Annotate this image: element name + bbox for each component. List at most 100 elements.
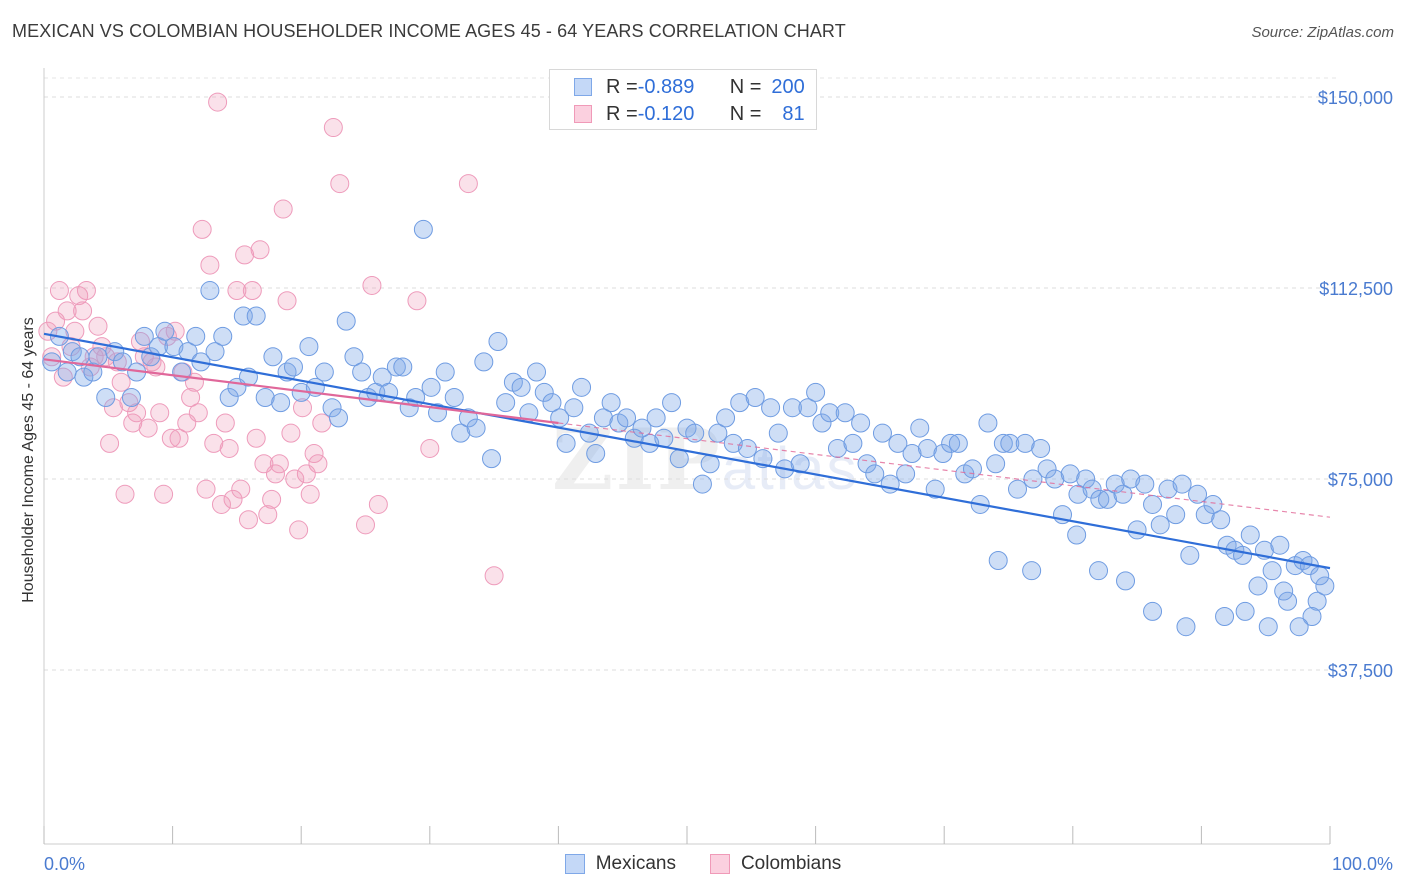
legend-r-label: R = [606,102,638,125]
y-tick-label: $75,000 [1328,470,1393,490]
mexican-point [1090,489,1110,509]
mexican-point [662,393,682,413]
mexican-point [1105,474,1125,494]
colombian-point [312,413,332,433]
mexican-point [669,449,689,469]
mexican-point [542,393,562,413]
y-tick-label: $37,500 [1328,661,1393,681]
colombian-point [188,403,208,423]
mexican-point [393,357,413,377]
mexican-point [978,413,998,433]
colombian-point [119,393,139,413]
legend-r-value: -0.889 [637,75,695,98]
colombian-point [300,484,320,504]
mexican-point [186,326,206,346]
mexican-point [352,362,372,382]
mexican-point [1121,469,1141,489]
mexican-point [1315,576,1335,596]
mexican-point [96,388,116,408]
mexican-point [213,326,233,346]
mexican-point [556,433,576,453]
colombian-point [292,398,312,418]
mexican-point [1258,617,1278,637]
mexican-point [496,393,516,413]
mexican-point [1248,576,1268,596]
mexican-point [121,388,141,408]
grid-lines [44,77,1338,671]
legend-n-value: 200 [771,75,805,98]
mexican-point [1262,561,1282,581]
legend-swatch-mexicans [574,78,592,96]
colombian-point [407,291,427,311]
mexican-point [723,433,743,453]
mexican-point [1270,535,1290,555]
mexican-point [246,306,266,326]
series-label-colombians: Colombians [740,853,842,874]
mexican-point [933,444,953,464]
colombian-point [265,464,285,484]
mexican-point [586,444,606,464]
mexican-point [1215,607,1235,627]
mexican-point [812,413,832,433]
axis-labels: $37,500 $75,000 $112,500 $150,000 0.0% 100.0%… [20,88,1393,874]
colombian-point [88,316,108,336]
mexican-point [511,377,531,397]
colombian-point [362,275,382,295]
colombian-point [281,423,301,443]
colombian-point [304,444,324,464]
mexican-point [263,347,283,367]
mexican-point [134,326,154,346]
mexican-point [646,408,666,428]
mexican-point [200,281,220,301]
mexican-point [896,464,916,484]
mexican-point [83,362,103,382]
mexican-point [685,423,705,443]
mexican-point [572,377,592,397]
colombian-point [103,398,123,418]
mexican-point [488,331,508,351]
mexican-point [782,398,802,418]
mexican-point [806,382,826,402]
mexican-point [1116,571,1136,591]
colombian-point [169,428,189,448]
mexican-point [1180,545,1200,565]
mexican-point [993,433,1013,453]
mexican-point [88,347,108,367]
mexican-point [708,423,728,443]
mexican-point [843,433,863,453]
mexican-point [322,398,342,418]
colombian-point [57,301,77,321]
mexican-point [1278,591,1298,611]
colombian-point [420,438,440,458]
colombian-point [111,372,131,392]
mexican-point [74,367,94,387]
legend-r-value: -0.120 [637,102,695,125]
mexican-point [857,454,877,474]
colombian-point [127,403,147,423]
mexican-point [255,388,275,408]
mexican-point [761,398,781,418]
mexican-point [617,408,637,428]
colombian-point [165,321,185,341]
colombian-point [458,174,478,194]
mexican-point [910,418,930,438]
colombian-point [242,281,262,301]
colombians-trend-extension [558,422,1331,518]
mexican-point [1150,515,1170,535]
mexican-point [1158,479,1178,499]
colombian-point [138,418,158,438]
colombian-point [181,388,201,408]
mexican-point [593,408,613,428]
mexican-point [1023,469,1043,489]
colombian-point [211,494,231,514]
legend-n-label: N = [729,75,762,98]
mexican-point [444,388,464,408]
mexican-point [1076,469,1096,489]
mexican-point [1037,459,1057,479]
colombian-point [196,479,216,499]
mexican-point [271,393,291,413]
mexican-point [745,388,765,408]
mexican-point [941,433,961,453]
mexican-point [336,311,356,331]
